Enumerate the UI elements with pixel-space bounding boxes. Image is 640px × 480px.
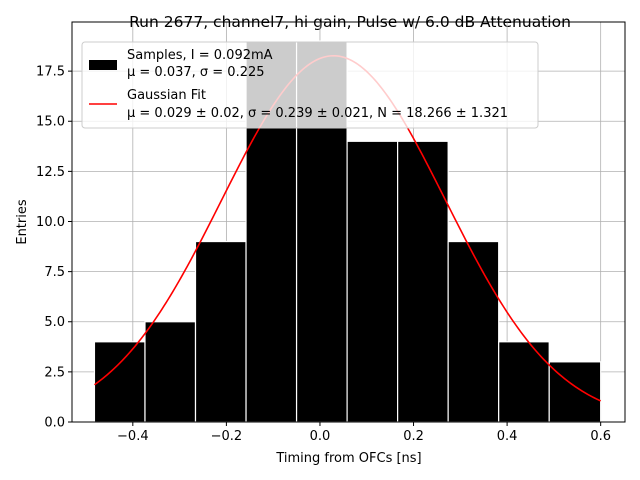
- plot-frame: [71, 21, 626, 423]
- y-axis-label: Entries: [15, 199, 30, 245]
- histogram-bar: [194, 240, 247, 423]
- y-tick-label: 15.0: [36, 115, 65, 130]
- legend-stats-histogram: μ = 0.037, σ = 0.225: [127, 65, 265, 80]
- legend-swatch-histogram: [89, 60, 117, 70]
- x-tick-label: 0.6: [590, 429, 611, 444]
- x-axis-ticks: −0.4 −0.2 0.0 0.2 0.4 0.6: [117, 422, 611, 444]
- x-tick-label: 0.2: [403, 429, 424, 444]
- x-axis-label: Timing from OFCs [ns]: [275, 451, 421, 466]
- legend-label-histogram: Samples, I = 0.092mA: [127, 48, 273, 63]
- histogram-bar: [93, 341, 146, 423]
- histogram-bar: [397, 140, 449, 423]
- legend-stats-fit: μ = 0.029 ± 0.02, σ = 0.239 ± 0.021, N =…: [127, 106, 508, 121]
- y-tick-label: 17.5: [36, 65, 65, 80]
- histogram-bar: [346, 140, 399, 423]
- y-tick-label: 10.0: [36, 215, 65, 230]
- legend: Samples, I = 0.092mA μ = 0.037, σ = 0.22…: [81, 41, 539, 129]
- histogram-bar: [548, 361, 602, 423]
- histogram-bar: [447, 240, 500, 423]
- legend-label-fit: Gaussian Fit: [127, 88, 206, 103]
- x-tick-label: 0.4: [497, 429, 518, 444]
- histogram-bar: [498, 341, 550, 423]
- x-tick-label: 0.0: [310, 429, 331, 444]
- y-tick-label: 12.5: [36, 165, 65, 180]
- x-tick-label: −0.2: [211, 429, 243, 444]
- y-axis-ticks: 0.0 2.5 5.0 7.5 10.0 12.5 15.0 17.5: [36, 65, 72, 431]
- y-tick-label: 5.0: [44, 315, 65, 330]
- y-tick-label: 0.0: [44, 416, 65, 431]
- y-tick-label: 7.5: [44, 265, 65, 280]
- y-tick-label: 2.5: [44, 365, 65, 380]
- legend-box: [81, 41, 539, 129]
- x-tick-label: −0.4: [117, 429, 149, 444]
- histogram-bar: [144, 321, 197, 423]
